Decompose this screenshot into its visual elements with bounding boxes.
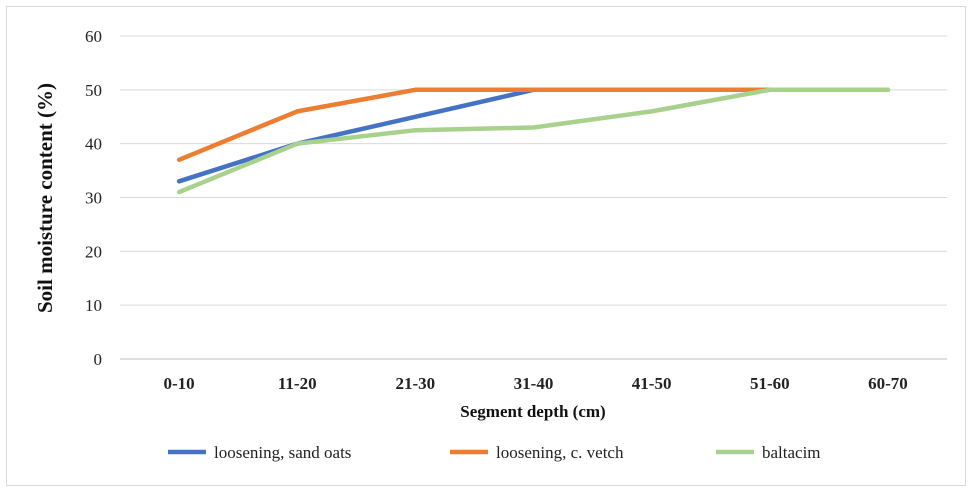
y-tick-label: 30 xyxy=(85,189,102,208)
series-line-0 xyxy=(176,87,891,184)
y-tick-labels: 0 10 20 30 40 50 60 xyxy=(85,27,102,369)
legend-label: baltacim xyxy=(762,443,821,462)
x-tick-label: 31-40 xyxy=(514,374,554,393)
series-line-2 xyxy=(176,87,891,195)
x-tick-labels: 0-10 11-20 21-30 31-40 41-50 51-60 60-70 xyxy=(163,374,907,393)
y-tick-label: 40 xyxy=(85,135,102,154)
y-tick-label: 20 xyxy=(85,242,102,261)
x-tick-label: 11-20 xyxy=(278,374,317,393)
y-tick-label: 60 xyxy=(85,27,102,46)
legend-label: loosening, c. vetch xyxy=(496,443,624,462)
chart-frame xyxy=(6,6,966,486)
y-tick-label: 10 xyxy=(85,296,102,315)
series-lines xyxy=(176,87,891,195)
x-tick-label: 0-10 xyxy=(163,374,194,393)
y-tick-label: 0 xyxy=(94,350,103,369)
x-tick-label: 21-30 xyxy=(396,374,436,393)
legend-label: loosening, sand oats xyxy=(214,443,351,462)
legend: loosening, sand oats loosening, c. vetch b… xyxy=(168,443,821,462)
x-tick-label: 51-60 xyxy=(750,374,790,393)
gridlines xyxy=(120,35,947,360)
x-tick-label: 41-50 xyxy=(632,374,672,393)
x-axis-title: Segment depth (cm) xyxy=(460,402,605,421)
y-axis-title: Soil moisture content (%) xyxy=(33,83,57,313)
x-tick-label: 60-70 xyxy=(868,374,908,393)
y-tick-label: 50 xyxy=(85,81,102,100)
